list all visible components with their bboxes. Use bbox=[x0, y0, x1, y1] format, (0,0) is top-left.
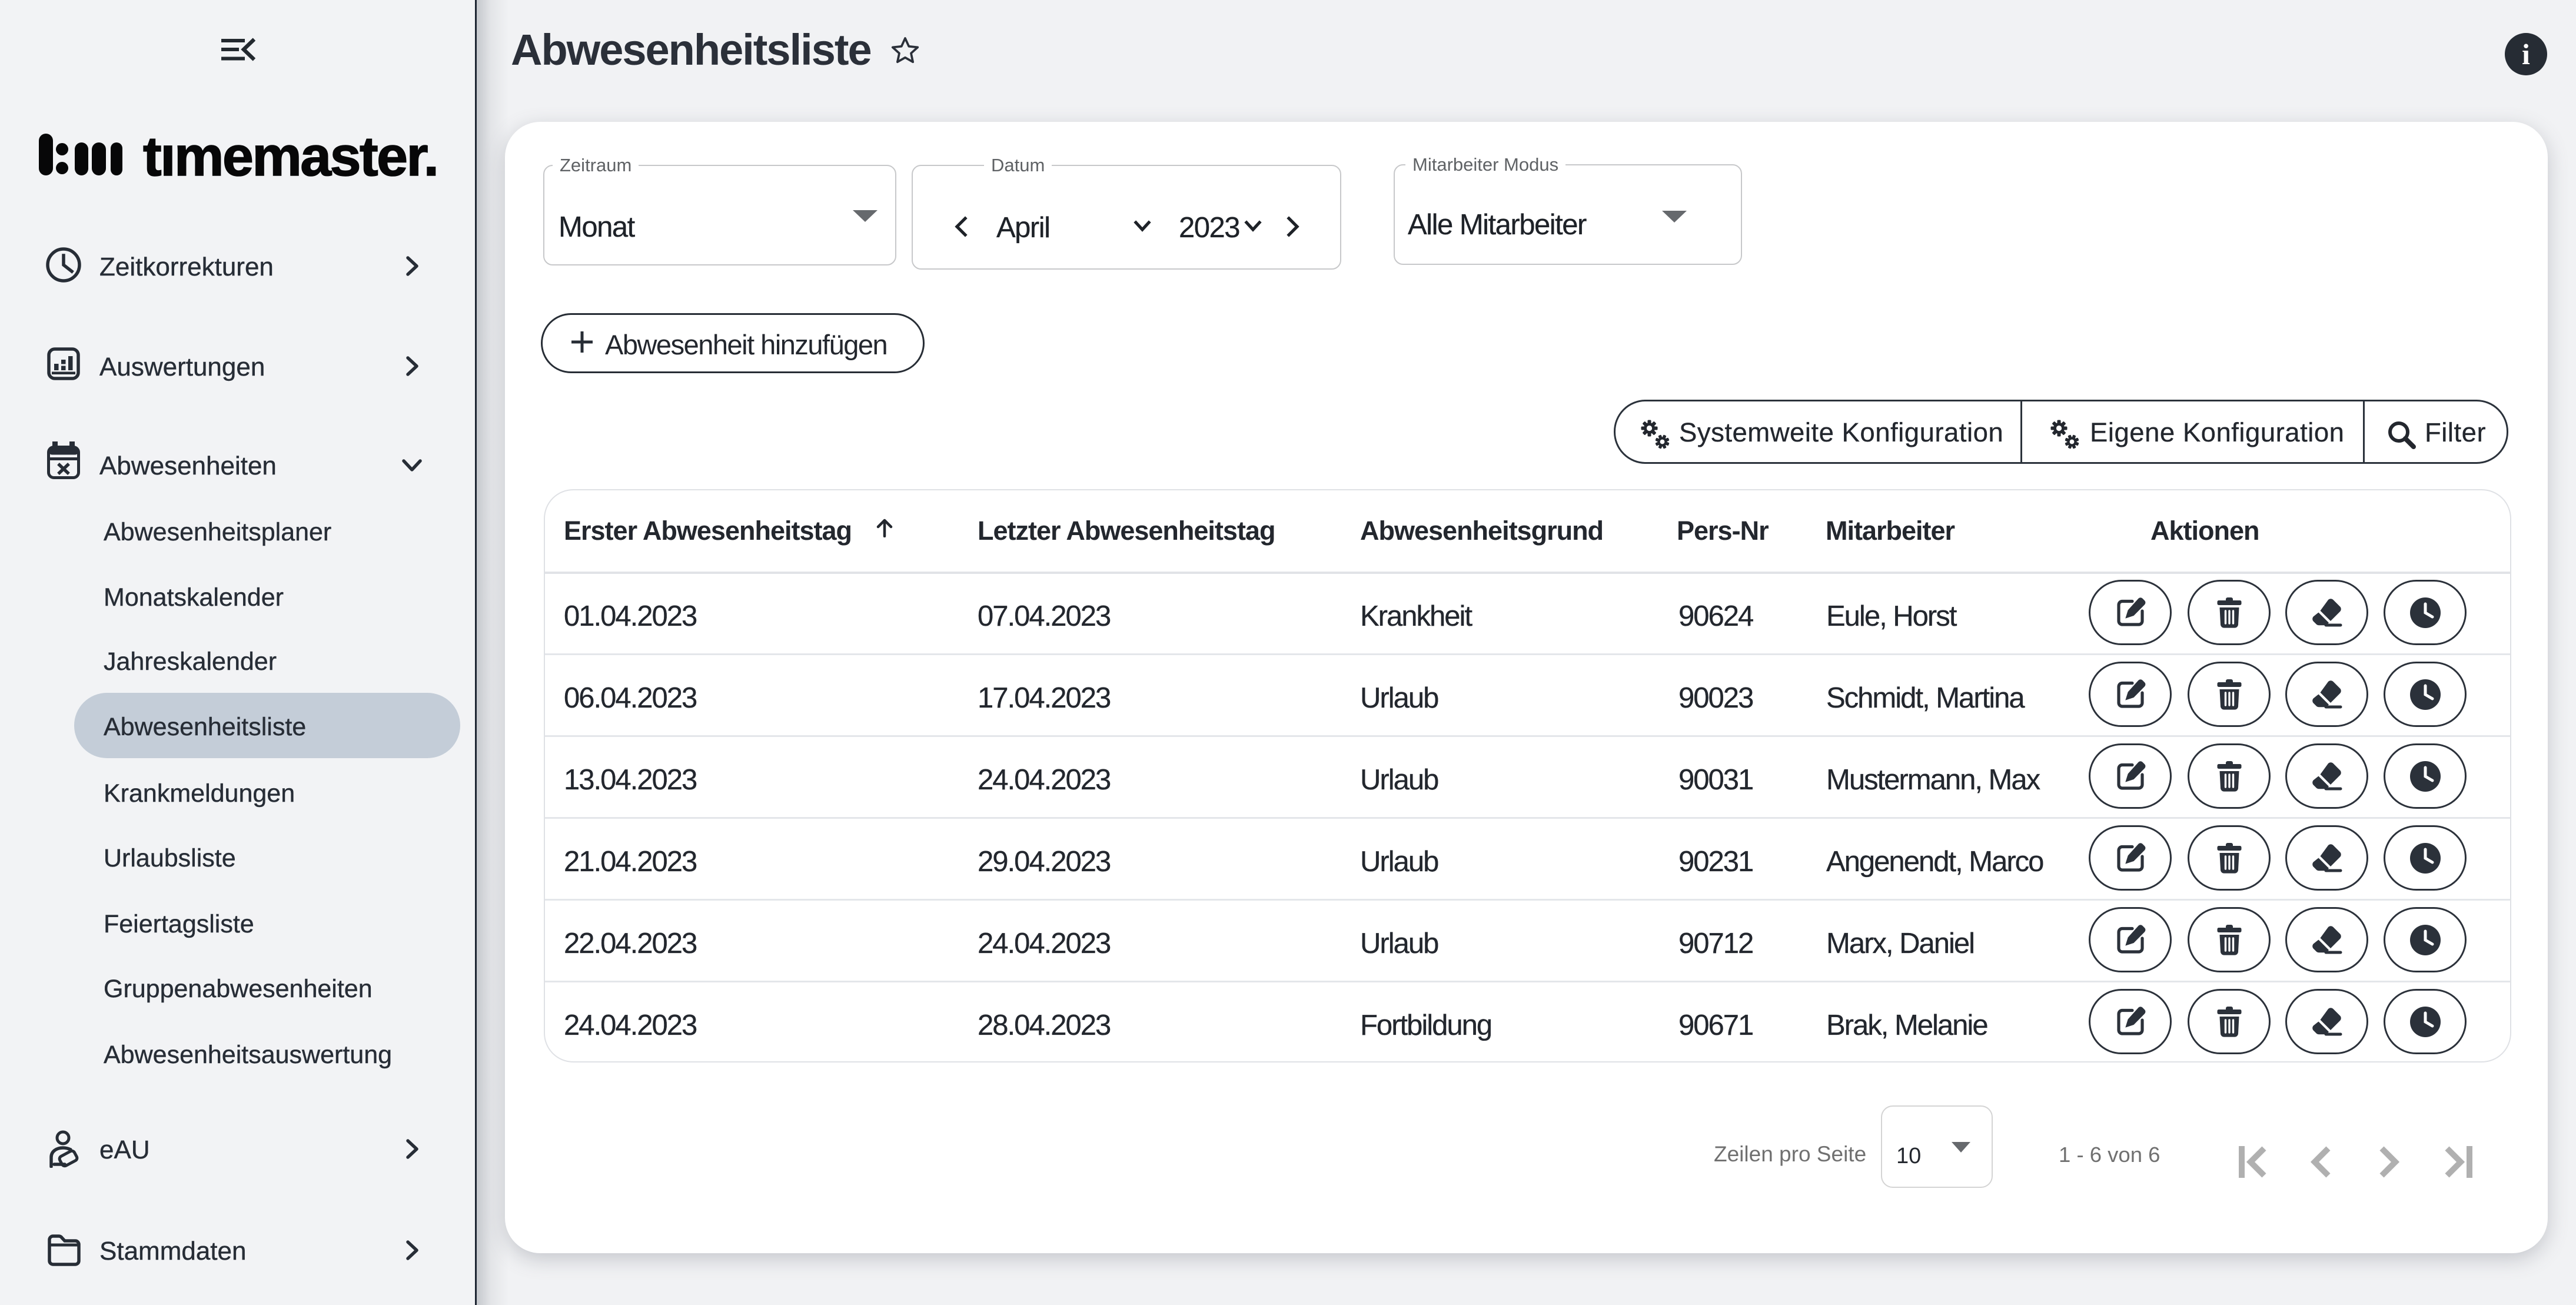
svg-text:i: i bbox=[2522, 38, 2530, 71]
